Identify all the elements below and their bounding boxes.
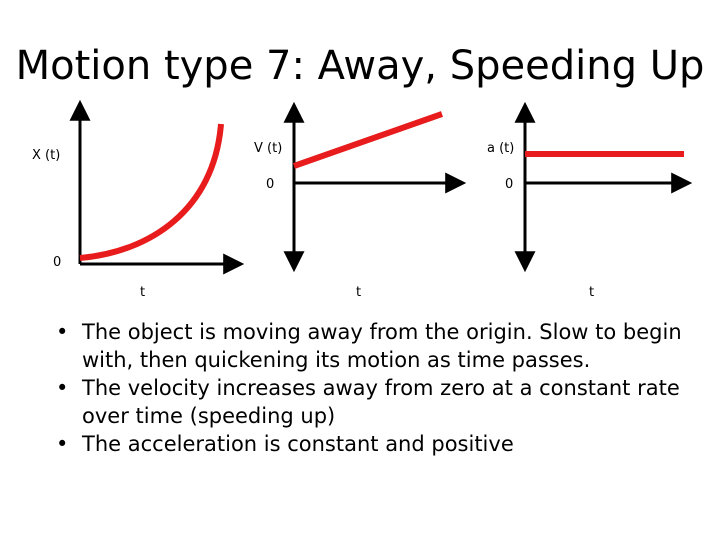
bullet-item: The velocity increases away from zero at… <box>56 374 702 430</box>
velocity-zero-label: 0 <box>266 177 274 192</box>
bullet-item: The object is moving away from the origi… <box>56 318 702 374</box>
position-graph: X (t) 0 t <box>32 99 245 300</box>
position-x-label: t <box>140 285 145 300</box>
velocity-line <box>293 111 443 169</box>
slide-title: Motion type 7: Away, Speeding Up <box>15 43 705 89</box>
position-origin-label: 0 <box>53 255 61 270</box>
acceleration-zero-label: 0 <box>505 177 513 192</box>
position-y-label: X (t) <box>32 148 60 163</box>
bullet-item: The acceleration is constant and positiv… <box>56 430 702 458</box>
velocity-y-label: V (t) <box>254 141 282 156</box>
acceleration-graph: a (t) 0 t <box>487 101 693 300</box>
acceleration-y-label: a (t) <box>487 141 514 156</box>
bullet-list: The object is moving away from the origi… <box>56 318 702 458</box>
velocity-graph: V (t) 0 t <box>254 101 467 300</box>
velocity-x-label: t <box>356 285 361 300</box>
acceleration-x-label: t <box>589 285 594 300</box>
position-curve <box>79 123 224 261</box>
